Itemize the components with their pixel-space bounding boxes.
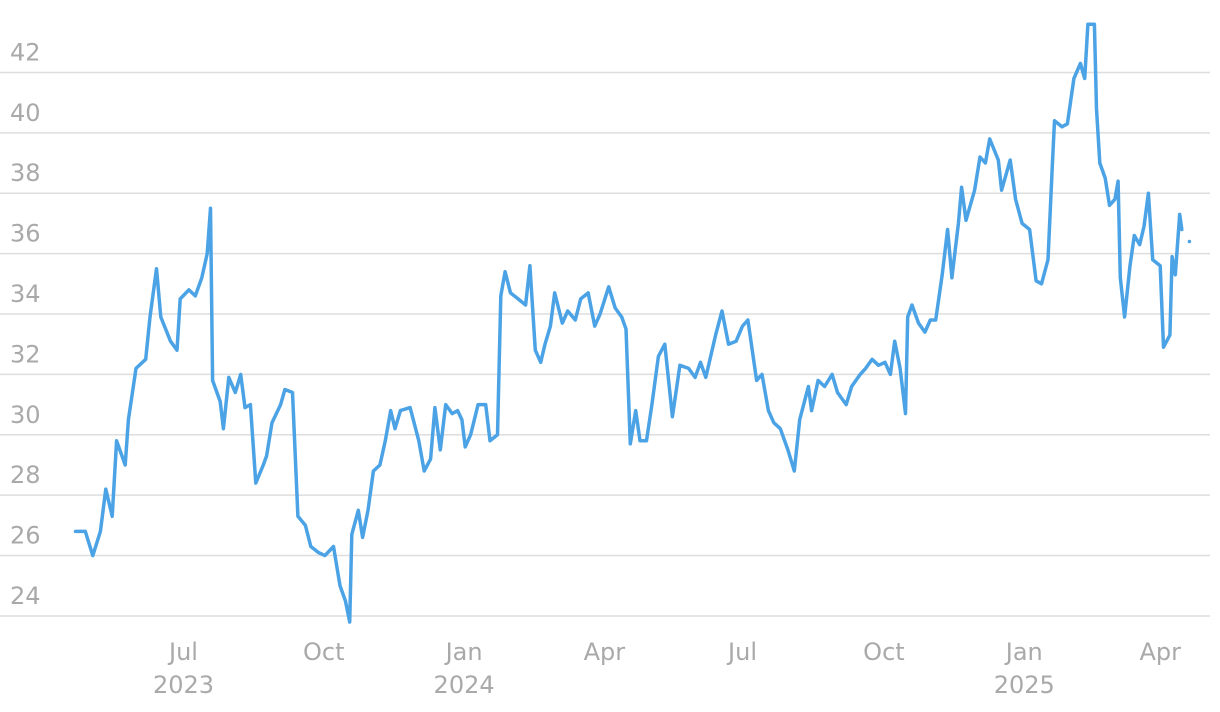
x-tick-label: Jan	[1004, 638, 1043, 666]
y-tick-label: 36	[10, 220, 41, 248]
x-tick-label: Apr	[1139, 638, 1181, 666]
y-tick-label: 30	[10, 401, 41, 429]
y-tick-label: 42	[10, 38, 41, 66]
x-tick-label: Jul	[167, 638, 198, 666]
line	[73, 22, 1192, 624]
y-tick-label: 34	[10, 280, 41, 308]
x-tick-label: Oct	[863, 638, 905, 666]
x-tick-year: 2023	[153, 671, 214, 699]
y-tick-label: 32	[10, 340, 41, 368]
x-tick-year: 2024	[434, 671, 495, 699]
y-tick-label: 40	[10, 99, 41, 127]
y-tick-label: 28	[10, 461, 41, 489]
x-tick-label: Jan	[444, 638, 483, 666]
y-tick-label: 38	[10, 159, 41, 187]
x-tick-label: Jul	[726, 638, 757, 666]
y-tick-label: 26	[10, 522, 41, 550]
x-tick-label: Apr	[584, 638, 626, 666]
y-tick-label: 24	[10, 582, 41, 610]
x-tick-label: Oct	[303, 638, 345, 666]
x-tick-year: 2025	[994, 671, 1055, 699]
